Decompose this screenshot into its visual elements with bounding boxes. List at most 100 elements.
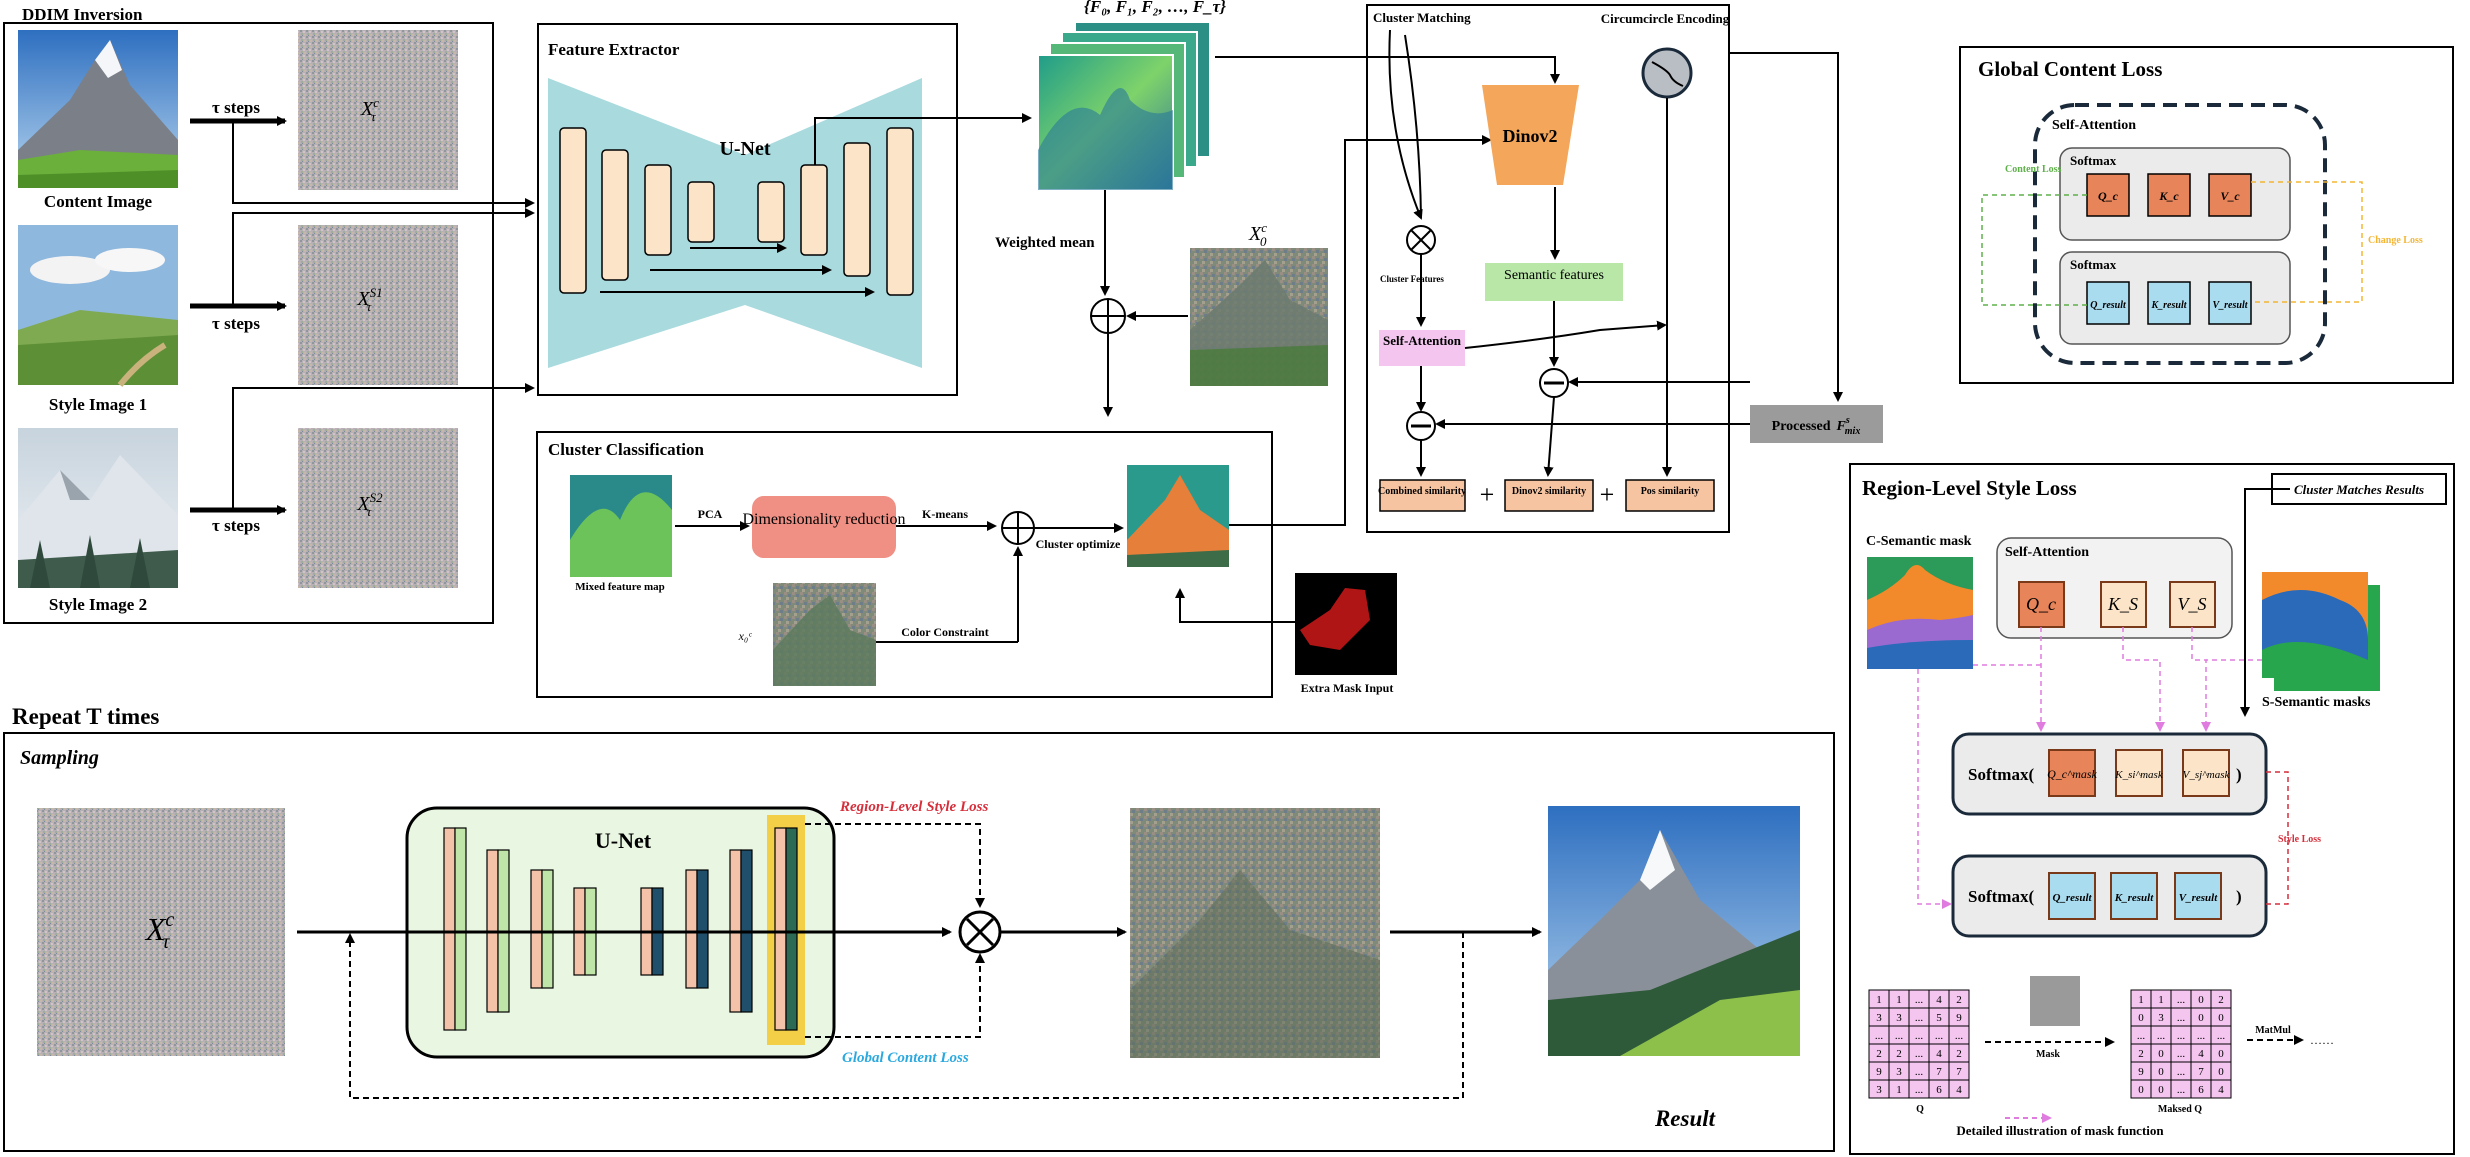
masked-q-matrix-value: 0 bbox=[2158, 1084, 2164, 1096]
kmeans-label: K-means bbox=[922, 507, 968, 521]
result-label: Result bbox=[1654, 1106, 1716, 1131]
latent-style-1-label: XS1 τ bbox=[356, 285, 382, 314]
global-content-loss-panel: Global Content Loss Self-Attention Softm… bbox=[1959, 46, 2454, 384]
mask-ks: K_si^mask bbox=[2114, 769, 2164, 781]
masked-q-matrix-value: 0 bbox=[2198, 994, 2204, 1006]
sampling-latent bbox=[37, 808, 285, 1056]
q-matrix-value: 3 bbox=[1876, 1012, 1882, 1024]
pca-label: PCA bbox=[698, 507, 723, 521]
q-matrix-value: ... bbox=[1915, 1084, 1924, 1096]
q-matrix-value: ... bbox=[1915, 1048, 1924, 1060]
softmax-result-close: ) bbox=[2236, 887, 2242, 906]
masked-q-matrix-value: 0 bbox=[2158, 1066, 2164, 1078]
plus-1: + bbox=[1480, 480, 1495, 509]
mask-vs: V_sj^mask bbox=[2183, 769, 2231, 781]
matmul-dots: …… bbox=[2310, 1033, 2334, 1047]
gcl-qc: Q_c bbox=[2098, 189, 2119, 203]
features-set-label: {F₀, F₁, F₂, …, F_τ} bbox=[1084, 0, 1226, 16]
sampling-title: Sampling bbox=[20, 747, 99, 769]
c-semantic-mask bbox=[1867, 557, 1973, 669]
gcl-qresult: Q_result bbox=[2090, 300, 2127, 311]
masked-q-matrix-value: 0 bbox=[2138, 1084, 2144, 1096]
masked-q-matrix-value: ... bbox=[2177, 1066, 2186, 1078]
c-mask-label: C-Semantic mask bbox=[1866, 534, 1972, 549]
mask-grid bbox=[2030, 976, 2080, 1026]
softmax-mask-open: Softmax( bbox=[1968, 765, 2034, 784]
masked-q-matrix-value: ... bbox=[2177, 1084, 2186, 1096]
gcl-softmax-2: Softmax bbox=[2070, 257, 2117, 272]
mask-qc: Q_c^mask bbox=[2047, 767, 2097, 781]
processed-label: Processed Fs mix bbox=[1772, 415, 1861, 437]
q-matrix-value: 4 bbox=[1956, 1084, 1962, 1096]
cluster-results-label: Cluster Matches Results bbox=[2294, 482, 2424, 497]
q-matrix-value: 9 bbox=[1876, 1066, 1882, 1078]
masked-q-matrix-value: 0 bbox=[2218, 1012, 2224, 1024]
masked-q-matrix-value: 2 bbox=[2138, 1048, 2144, 1060]
q-matrix-value: 6 bbox=[1936, 1084, 1942, 1096]
q-matrix-value: 2 bbox=[1876, 1048, 1882, 1060]
q-matrix-value: 1 bbox=[1896, 1084, 1902, 1096]
cluster-features-label: Cluster Features bbox=[1380, 274, 1444, 284]
style-loss-label: Style Loss bbox=[2278, 834, 2321, 845]
unet-hourglass bbox=[548, 78, 922, 368]
rsl-ks: K_S bbox=[2107, 594, 2138, 614]
rsl-vs: V_S bbox=[2178, 594, 2207, 614]
ddim-inversion-panel: DDIM Inversion Content Image Style Image… bbox=[3, 5, 535, 624]
masked-q-matrix-value: 0 bbox=[2198, 1012, 2204, 1024]
masked-q-matrix-cell bbox=[2210, 1079, 2232, 1099]
masked-q-matrix-value: 0 bbox=[2138, 1012, 2144, 1024]
masked-q-matrix-value: ... bbox=[2177, 994, 2186, 1006]
pos-sim-label: Pos similarity bbox=[1641, 486, 1700, 497]
masked-q-matrix-value: 7 bbox=[2198, 1066, 2204, 1078]
masked-q-matrix-value: ... bbox=[2177, 1030, 2186, 1042]
masked-q-matrix-value: 2 bbox=[2218, 994, 2224, 1006]
matmul-label: MatMul bbox=[2255, 1025, 2291, 1036]
pos-sim-box bbox=[1625, 479, 1715, 512]
masked-q-matrix-value: 0 bbox=[2218, 1048, 2224, 1060]
unet-label: U-Net bbox=[719, 138, 770, 160]
repeat-title: Repeat T times bbox=[12, 704, 159, 729]
svg-text:Xc0: Xc 0 bbox=[1248, 220, 1267, 249]
masked-q-matrix-value: 0 bbox=[2218, 1066, 2224, 1078]
res-k: K_result bbox=[2114, 892, 2154, 904]
softmax-result-open: Softmax( bbox=[1968, 887, 2034, 906]
masked-q-matrix-value: 4 bbox=[2198, 1048, 2204, 1060]
masked-q-matrix-value: ... bbox=[2217, 1030, 2226, 1042]
res-q: Q_result bbox=[2052, 892, 2092, 904]
q-matrix-value: ... bbox=[1915, 1066, 1924, 1078]
weighted-mean-label: Weighted mean bbox=[995, 235, 1095, 251]
q-matrix-value: ... bbox=[1935, 1030, 1944, 1042]
masked-q-matrix-value: 1 bbox=[2138, 994, 2144, 1006]
tau-steps-2: τ steps bbox=[212, 314, 260, 333]
feature-extractor-title: Feature Extractor bbox=[548, 40, 680, 59]
q-matrix-value: 7 bbox=[1956, 1066, 1962, 1078]
mask-caption: Detailed illustration of mask function bbox=[1956, 1123, 2164, 1138]
gcl-kc: K_c bbox=[2158, 189, 2179, 203]
masked-q-matrix-value: ... bbox=[2177, 1012, 2186, 1024]
gcl-softmax-1: Softmax bbox=[2070, 153, 2117, 168]
color-constraint-label: Color Constraint bbox=[901, 625, 988, 639]
gcl-kresult: K_result bbox=[2150, 300, 2187, 311]
content-image-label: Content Image bbox=[44, 192, 153, 211]
semantic-features-box bbox=[1485, 263, 1623, 301]
masked-q-matrix-value: ... bbox=[2157, 1030, 2166, 1042]
masked-q-label: Maksed Q bbox=[2158, 1104, 2202, 1115]
semantic-features-label: Semantic features bbox=[1504, 268, 1604, 283]
latent-content-label: Xc τ bbox=[360, 95, 379, 124]
rsl-self-attention-label: Self-Attention bbox=[2005, 545, 2089, 560]
dinov2-label: Dinov2 bbox=[1502, 126, 1557, 146]
feature-extractor-panel: Feature Extractor U-Net bbox=[537, 23, 1032, 396]
rsl-title: Region-Level Style Loss bbox=[1862, 476, 2077, 500]
dinov2-block bbox=[1482, 85, 1579, 185]
sampling-region-loss-label: Region-Level Style Loss bbox=[839, 799, 988, 815]
dinov2-sim-label: Dinov2 similarity bbox=[1512, 486, 1586, 497]
q-matrix-value: 1 bbox=[1896, 994, 1902, 1006]
q-label: Q bbox=[1916, 1104, 1924, 1115]
masked-q-matrix: 1 1... 0 2 0 3... 0 0............ ... 2 0... 4 0 9 0..… bbox=[2130, 989, 2232, 1099]
latent-style-2-label: XS2 τ bbox=[356, 490, 383, 519]
result-image bbox=[1548, 806, 1800, 1091]
q-matrix-value: 4 bbox=[1936, 1048, 1942, 1060]
masked-q-matrix-value: ... bbox=[2197, 1030, 2206, 1042]
masked-q-matrix-value: ... bbox=[2177, 1048, 2186, 1060]
feature-stack: {F₀, F₁, F₂, …, F_τ} Weighted mean bbox=[995, 0, 1560, 296]
